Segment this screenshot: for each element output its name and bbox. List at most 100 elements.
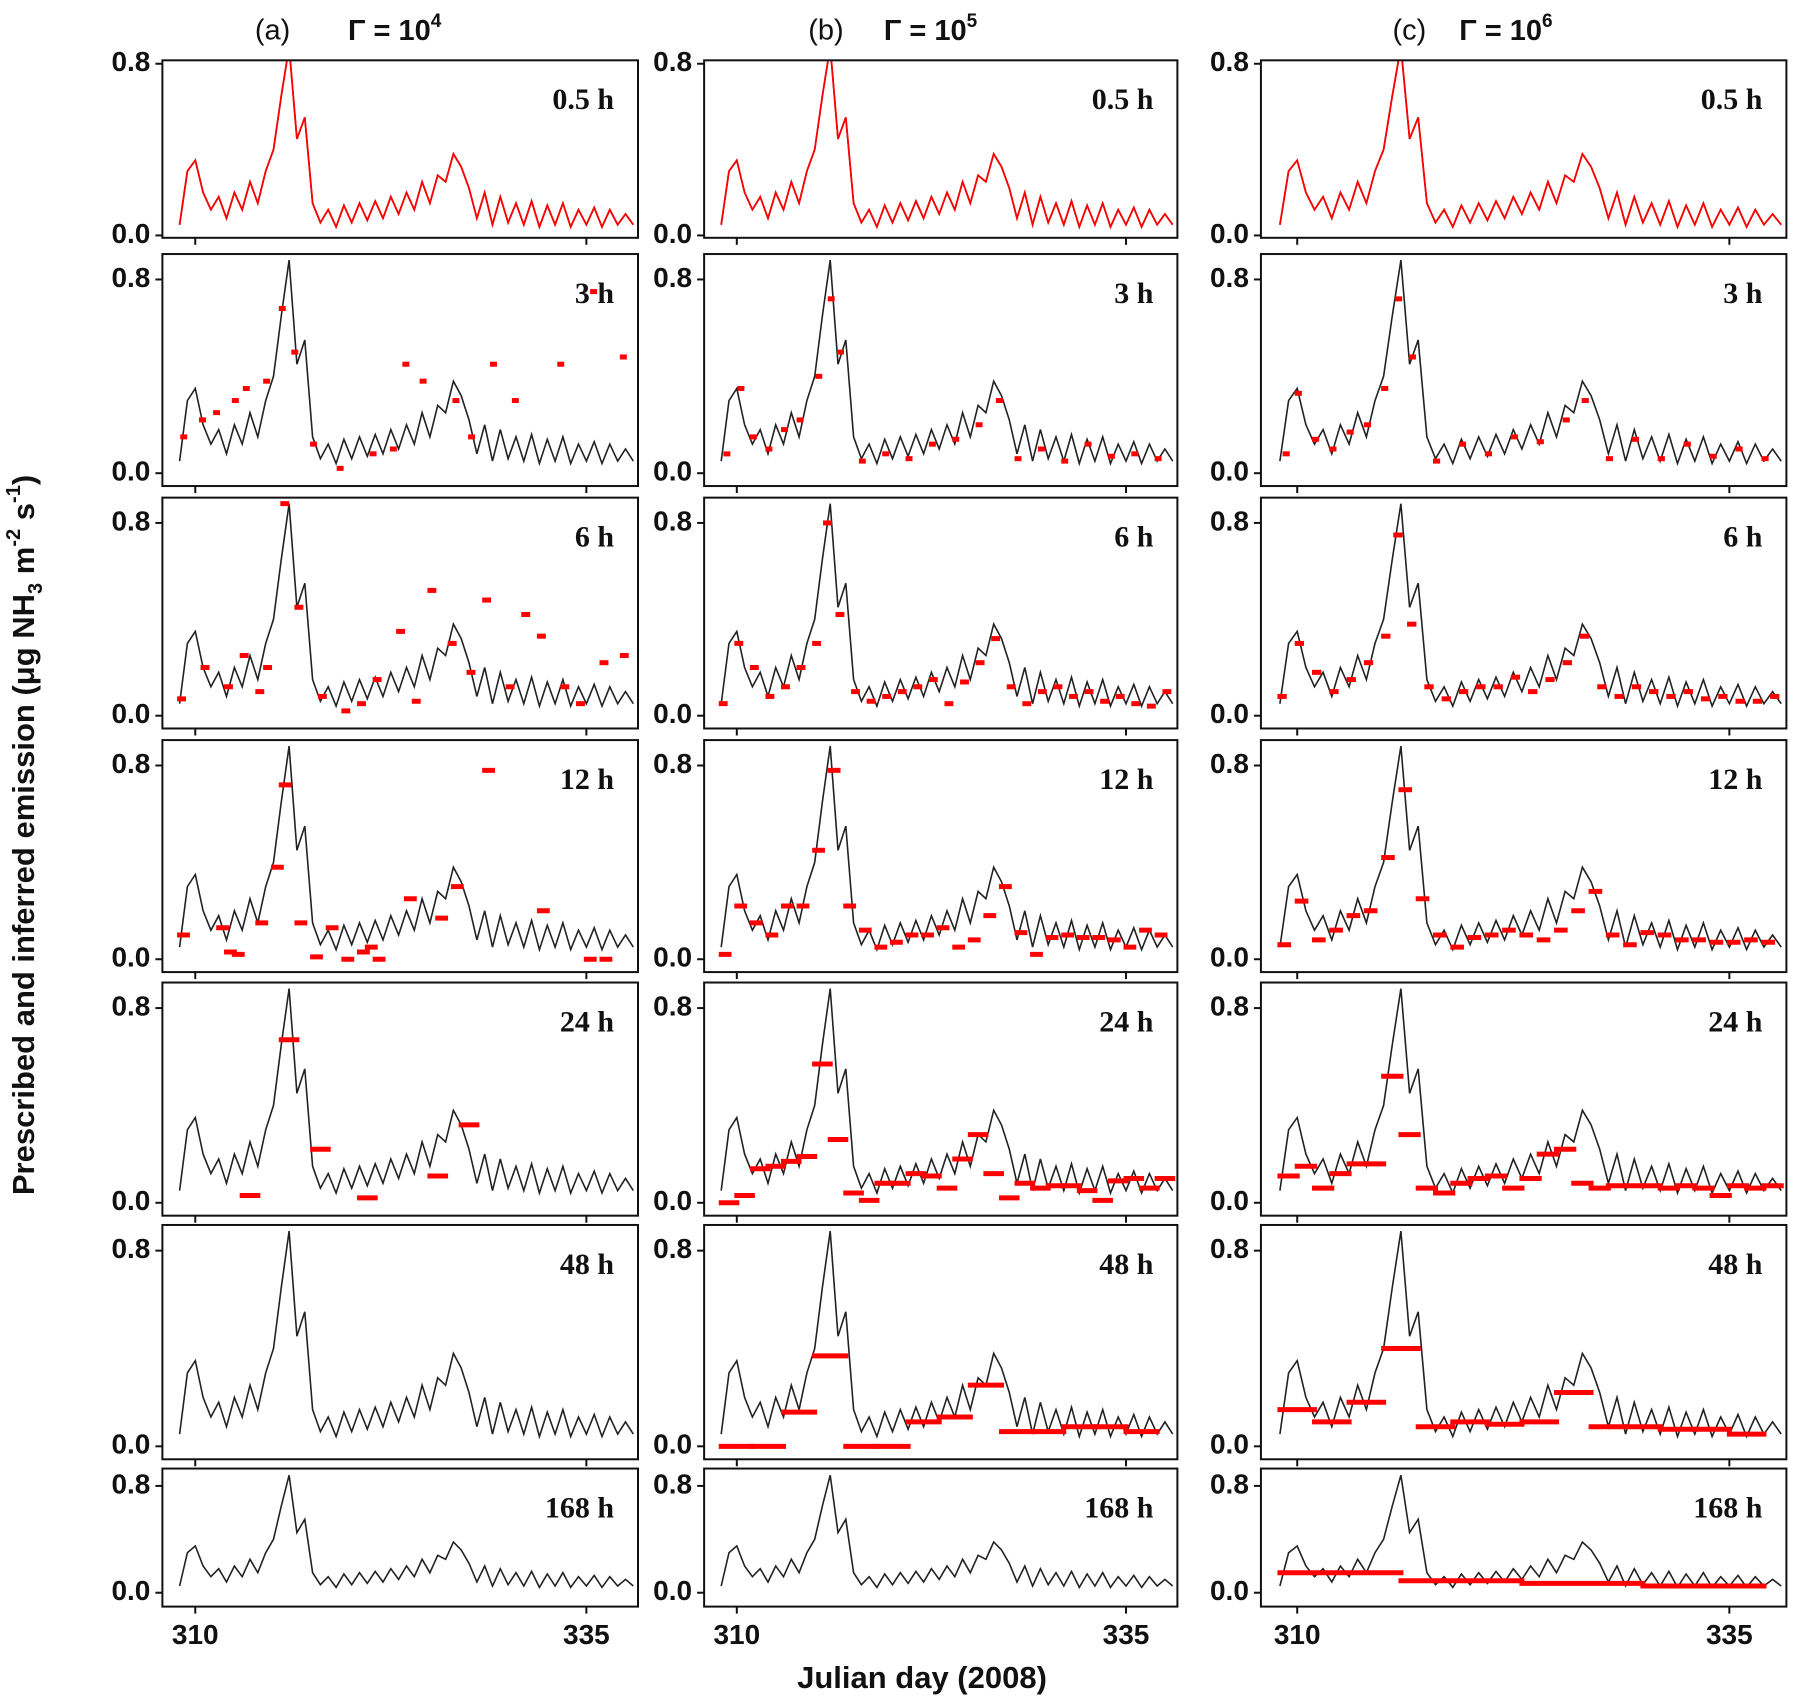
y-tick-label: 0.8 xyxy=(653,46,692,77)
x-tick-label: 335 xyxy=(563,1619,610,1650)
prescribed-line xyxy=(1279,259,1782,467)
y-label-part: -1 xyxy=(3,485,25,503)
prescribed-line xyxy=(720,1475,1174,1590)
window-label: 48 h xyxy=(1708,1248,1763,1281)
prescribed-line xyxy=(1279,988,1782,1196)
inferred-line xyxy=(1279,60,1782,230)
panel-frame xyxy=(161,739,639,974)
prescribed-line xyxy=(178,1475,634,1590)
y-label-part: m xyxy=(6,547,41,583)
y-tick-label: 0.8 xyxy=(111,262,150,293)
window-label: 6 h xyxy=(575,521,615,554)
y-tick-label: 0.8 xyxy=(111,990,150,1021)
y-tick-label: 0.8 xyxy=(1210,990,1249,1021)
panel xyxy=(1277,988,1784,1198)
panel xyxy=(720,60,1174,230)
panel xyxy=(718,745,1174,957)
y-tick-label: 0.0 xyxy=(111,698,150,729)
prescribed-line xyxy=(1279,503,1782,709)
panel-frame xyxy=(161,59,639,239)
y-tick-label: 0.0 xyxy=(111,942,150,973)
window-label: 0.5 h xyxy=(1701,83,1763,116)
panel-frame xyxy=(703,1223,1179,1461)
y-tick-label: 0.8 xyxy=(111,748,150,779)
x-tick-label: 310 xyxy=(713,1619,760,1650)
window-label: 24 h xyxy=(560,1005,615,1038)
y-tick-label: 0.0 xyxy=(1210,1185,1249,1216)
window-label: 12 h xyxy=(1099,763,1154,796)
window-label: 24 h xyxy=(1099,1005,1154,1038)
y-tick-label: 0.8 xyxy=(111,1468,150,1499)
window-label: 0.5 h xyxy=(552,83,614,116)
y-tick-label: 0.0 xyxy=(1210,218,1249,249)
gamma-label: Γ = 105 xyxy=(884,11,978,47)
y-tick-label: 0.8 xyxy=(653,505,692,536)
panel-frame xyxy=(1259,1223,1788,1461)
y-label-part: s xyxy=(6,503,41,529)
y-tick-label: 0.0 xyxy=(653,1575,692,1606)
y-tick-label: 0.8 xyxy=(1210,748,1249,779)
panel-frame xyxy=(1259,59,1788,239)
panel-frame xyxy=(1259,1467,1788,1608)
panel-label: (b) xyxy=(808,15,843,47)
y-tick-label: 0.0 xyxy=(1210,1575,1249,1606)
prescribed-line xyxy=(178,259,634,467)
panel xyxy=(718,503,1174,709)
prescribed-line xyxy=(178,503,634,709)
panel xyxy=(178,1475,634,1590)
window-label: 24 h xyxy=(1708,1005,1763,1038)
window-label: 12 h xyxy=(560,763,615,796)
prescribed-line xyxy=(720,259,1174,467)
prescribed-line xyxy=(178,60,634,230)
gamma-label: Γ = 106 xyxy=(1459,11,1552,47)
y-tick-label: 0.0 xyxy=(111,218,150,249)
y-tick-label: 0.8 xyxy=(1210,1233,1249,1264)
prescribed-line xyxy=(178,988,634,1196)
y-label-part: -2 xyxy=(3,529,25,547)
prescribed-line xyxy=(1279,1474,1782,1589)
prescribed-line xyxy=(720,60,1174,230)
window-label: 168 h xyxy=(545,1491,615,1524)
y-tick-label: 0.0 xyxy=(653,218,692,249)
prescribed-line xyxy=(178,1230,634,1440)
y-tick-label: 0.0 xyxy=(653,1429,692,1460)
y-tick-label: 0.8 xyxy=(1210,505,1249,536)
y-tick-label: 0.8 xyxy=(1210,262,1249,293)
y-tick-label: 0.0 xyxy=(653,698,692,729)
y-tick-label: 0.0 xyxy=(1210,942,1249,973)
gamma-label: Γ = 104 xyxy=(348,11,442,47)
panel-frame xyxy=(1259,981,1788,1217)
window-label: 3 h xyxy=(1114,277,1154,310)
panel-frame xyxy=(1259,253,1788,488)
panel xyxy=(1277,1474,1782,1589)
panel-frame xyxy=(703,981,1179,1217)
inferred-line xyxy=(720,60,1174,230)
window-label: 3 h xyxy=(1723,277,1763,310)
y-tick-label: 0.0 xyxy=(653,1185,692,1216)
panel-frame xyxy=(703,739,1179,974)
x-tick-label: 310 xyxy=(172,1619,219,1650)
gamma-text: Γ = 10 xyxy=(884,15,967,47)
panel xyxy=(718,1230,1174,1449)
gamma-text: Γ = 10 xyxy=(1459,15,1542,47)
y-tick-label: 0.0 xyxy=(653,942,692,973)
gamma-exponent: 6 xyxy=(1542,11,1553,32)
panel-frame xyxy=(161,1223,639,1461)
gamma-exponent: 4 xyxy=(431,11,442,32)
inferred-line xyxy=(178,60,635,230)
window-label: 168 h xyxy=(1693,1491,1763,1524)
panel-frame xyxy=(161,1467,639,1608)
y-tick-label: 0.8 xyxy=(653,1468,692,1499)
x-tick-label: 335 xyxy=(1706,1619,1753,1650)
y-tick-label: 0.0 xyxy=(111,1575,150,1606)
panel xyxy=(178,60,635,230)
panel-label: (c) xyxy=(1392,15,1426,47)
y-label-part: 3 xyxy=(25,583,47,594)
gamma-text: Γ = 10 xyxy=(348,15,431,47)
panel xyxy=(720,259,1174,467)
y-tick-label: 0.8 xyxy=(653,1233,692,1264)
window-label: 0.5 h xyxy=(1092,83,1154,116)
panel xyxy=(177,745,634,962)
y-tick-label: 0.8 xyxy=(1210,46,1249,77)
